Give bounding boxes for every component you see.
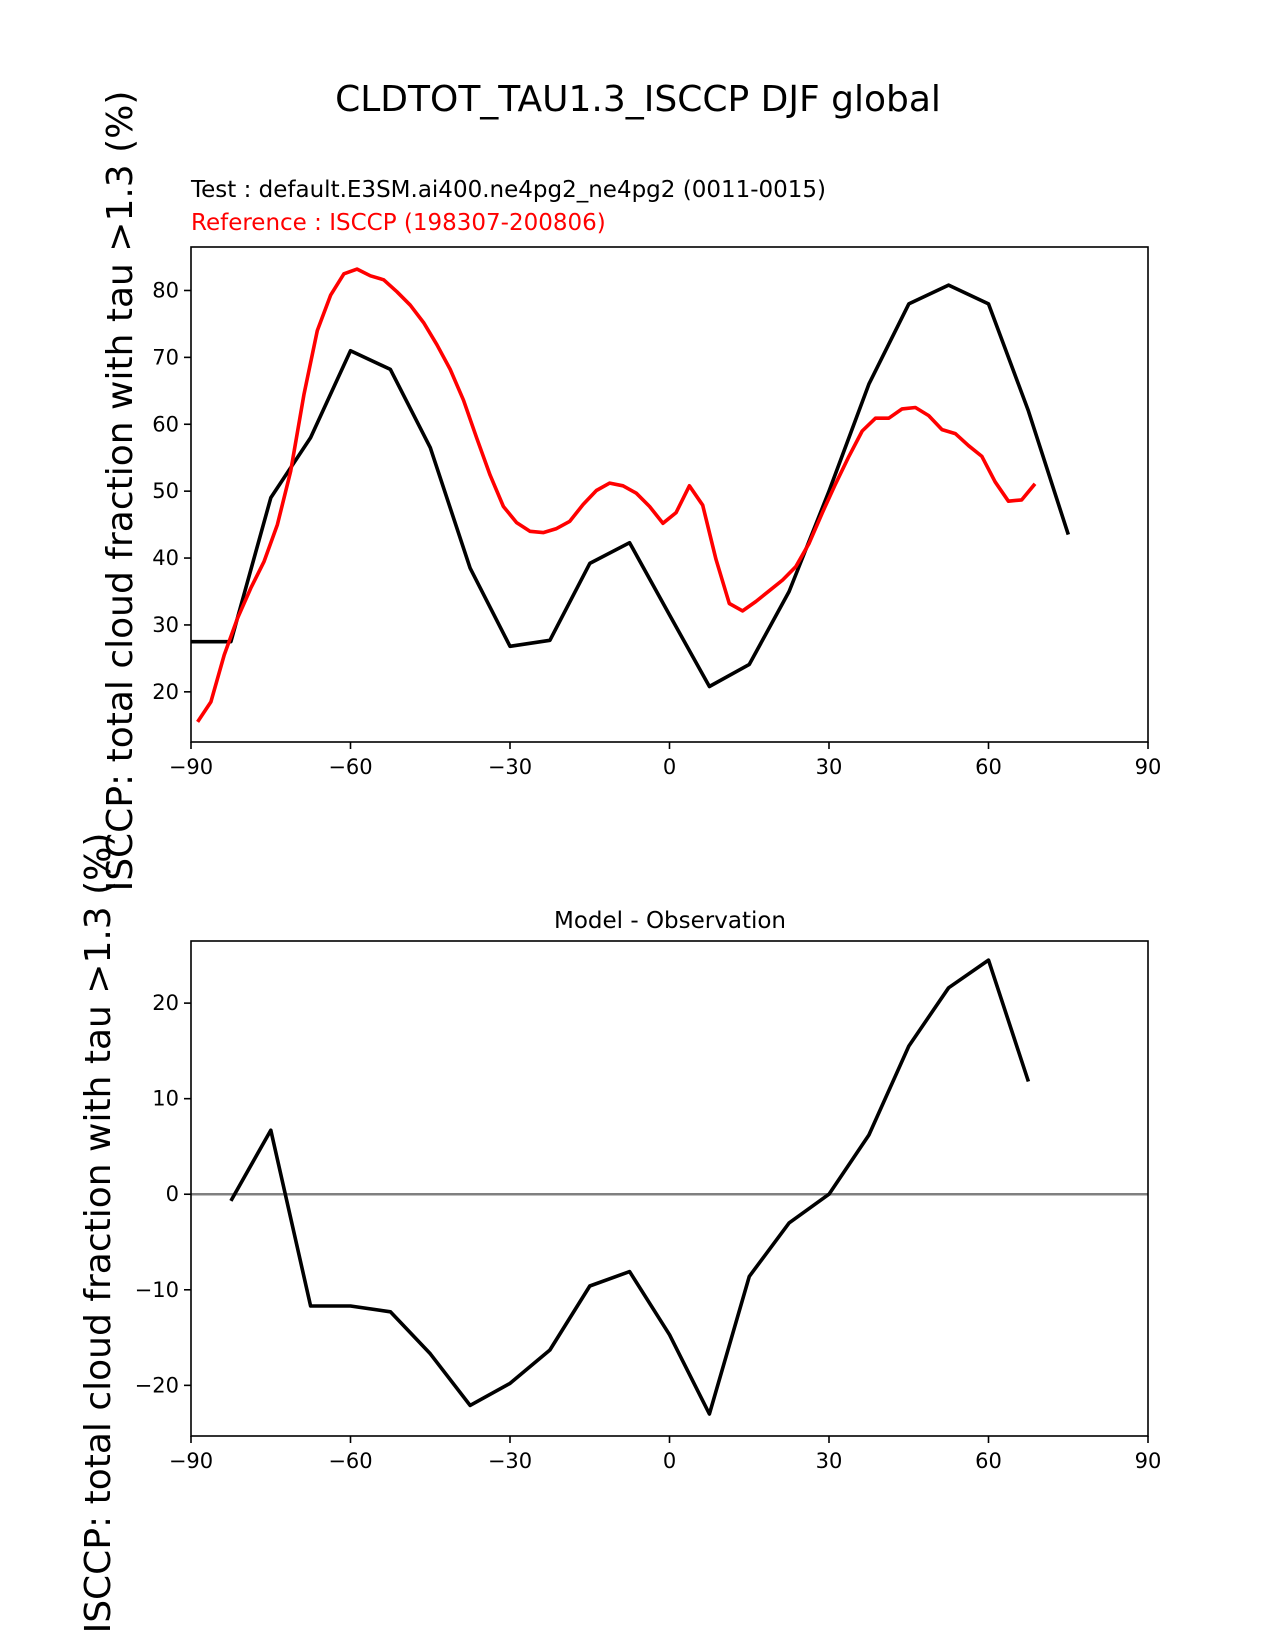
diff-x-tick-label: −90 — [169, 1449, 213, 1473]
diff-x-tick-label: 0 — [663, 1449, 676, 1473]
diff-y-tick-label: 20 — [152, 991, 179, 1015]
top-y-tick-label: 50 — [152, 479, 179, 503]
top-x-tick-label: −30 — [488, 755, 532, 779]
top-reference-line — [196, 267, 1037, 723]
top-y-tick-label: 60 — [152, 412, 179, 436]
top-x-tick-label: 90 — [1135, 755, 1162, 779]
diff-y-tick-label: −10 — [135, 1278, 179, 1302]
zonal-mean-plot: −90 −60 −30 0 30 60 90 20 30 40 50 60 70 80 — [152, 246, 1162, 779]
top-x-tick-label: −90 — [169, 755, 213, 779]
diff-y-tick-label: 10 — [152, 1087, 179, 1111]
top-y-tick-label: 20 — [152, 680, 179, 704]
top-y-axis-label: ISCCP: total cloud fraction with tau >1.… — [100, 91, 141, 892]
top-x-tick-label: 30 — [816, 755, 843, 779]
top-y-tick-label: 70 — [152, 345, 179, 369]
diff-x-tick-label: −30 — [488, 1449, 532, 1473]
top-x-tick-label: −60 — [328, 755, 372, 779]
diff-x-tick-label: −60 — [328, 1449, 372, 1473]
top-test-line — [191, 283, 1071, 689]
difference-plot: −90 −60 −30 0 30 60 90 −20 −10 0 10 20 — [135, 940, 1162, 1473]
diff-difference-line — [229, 958, 1031, 1416]
top-y-tick-label: 40 — [152, 546, 179, 570]
top-x-tick-label: 0 — [663, 755, 676, 779]
difference-plot-title: Model - Observation — [554, 908, 786, 934]
top-y-tick-label: 80 — [152, 278, 179, 302]
reference-label: Reference : ISCCP (198307-200806) — [191, 210, 606, 236]
diff-x-tick-label: 30 — [816, 1449, 843, 1473]
bottom-y-axis-label: ISCCP: total cloud fraction with tau >1.… — [78, 833, 119, 1634]
test-label: Test : default.E3SM.ai400.ne4pg2_ne4pg2 … — [190, 177, 826, 203]
top-y-tick-label: 30 — [152, 613, 179, 637]
diff-y-tick-label: −20 — [135, 1373, 179, 1397]
diff-axes-frame — [190, 940, 1149, 1437]
diff-y-tick-label: 0 — [166, 1182, 179, 1206]
figure-title: CLDTOT_TAU1.3_ISCCP DJF global — [335, 79, 941, 120]
diff-x-tick-label: 90 — [1135, 1449, 1162, 1473]
diff-x-tick-label: 60 — [975, 1449, 1002, 1473]
top-x-tick-label: 60 — [975, 755, 1002, 779]
